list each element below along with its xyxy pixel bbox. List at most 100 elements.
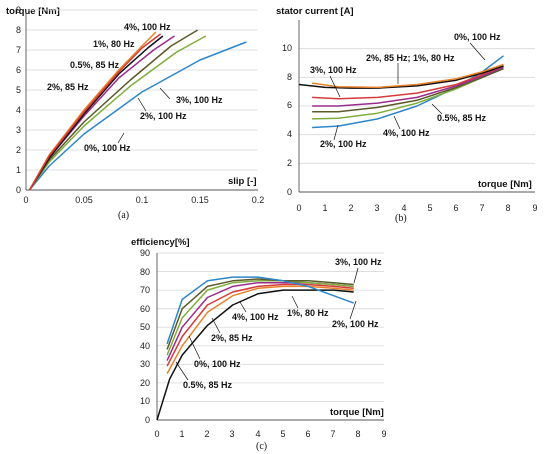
chart-a-annotation: 0.5%, 85 Hz bbox=[70, 60, 120, 70]
chart-c-annotation: 0%, 100 Hz bbox=[194, 359, 241, 369]
chart-c-series-line bbox=[166, 280, 354, 356]
chart-c-annotation: 2%, 85 Hz bbox=[211, 333, 253, 343]
chart-b-xlabel: torque [Nm] bbox=[478, 179, 532, 190]
chart-b-annotation: 2%, 100 Hz bbox=[320, 139, 367, 149]
chart-c-series-line bbox=[166, 283, 354, 367]
chart-a-xtick: 0.15 bbox=[191, 195, 209, 205]
chart-c-ytick: 60 bbox=[140, 304, 150, 314]
chart-b-xtick: 1 bbox=[322, 203, 327, 213]
chart-c-ytick: 70 bbox=[140, 285, 150, 295]
chart-a: torque [Nm] 0 1 2 3 4 5 6 7 8 9 0 0.05 0… bbox=[6, 5, 264, 221]
chart-a-annotation: 3%, 100 Hz bbox=[176, 95, 223, 105]
chart-c-xticks: 0 1 2 3 4 5 6 7 8 9 bbox=[154, 429, 386, 439]
chart-c-xtick: 2 bbox=[204, 429, 209, 439]
chart-a-ytick: 9 bbox=[16, 5, 21, 15]
chart-c-yticks: 0 10 20 30 40 50 60 70 80 90 bbox=[140, 248, 150, 425]
chart-b-ytick: 2 bbox=[287, 158, 292, 168]
chart-c-annotation: 2%, 100 Hz bbox=[332, 319, 379, 329]
chart-b-xtick: 4 bbox=[401, 203, 406, 213]
chart-c-xtick: 8 bbox=[355, 429, 360, 439]
chart-c-annotations: 3%, 100 Hz 4%, 100 Hz 1%, 80 Hz 2%, 100 … bbox=[175, 257, 382, 390]
chart-a-xtick: 0.05 bbox=[75, 195, 93, 205]
chart-b-xtick: 0 bbox=[296, 203, 301, 213]
chart-a-ytick: 5 bbox=[16, 85, 21, 95]
chart-b-yticks: 0 2 4 6 8 10 bbox=[282, 43, 292, 197]
chart-a-series-line bbox=[28, 35, 207, 191]
chart-c-ytick: 0 bbox=[145, 415, 150, 425]
chart-a-ytick: 8 bbox=[16, 25, 21, 35]
chart-c: efficiency[%] 0 10 20 30 40 50 60 70 80 … bbox=[131, 237, 387, 452]
chart-b-ytick: 4 bbox=[287, 129, 292, 139]
chart-c-xtick: 3 bbox=[229, 429, 234, 439]
chart-c-series-line bbox=[166, 276, 354, 345]
chart-b-ytick: 10 bbox=[282, 43, 292, 53]
chart-b-annotations: 0%, 100 Hz 2%, 85 Hz; 1%, 80 Hz 3%, 100 … bbox=[310, 32, 501, 149]
chart-b-xtick: 8 bbox=[505, 203, 510, 213]
chart-c-ytick: 20 bbox=[140, 378, 150, 388]
chart-c-xlabel: torque [Nm] bbox=[330, 407, 384, 418]
chart-c-series-line bbox=[166, 278, 354, 350]
chart-c-ytick: 50 bbox=[140, 322, 150, 332]
chart-c-series-line bbox=[166, 285, 354, 374]
chart-b-xtick: 9 bbox=[532, 203, 537, 213]
chart-b-series-line bbox=[312, 66, 504, 107]
chart-b-xtick: 7 bbox=[479, 203, 484, 213]
chart-a-ytick: 2 bbox=[16, 145, 21, 155]
chart-c-xtick: 9 bbox=[381, 429, 386, 439]
chart-c-annotation: 4%, 100 Hz bbox=[232, 312, 279, 322]
chart-a-ytick: 7 bbox=[16, 45, 21, 55]
chart-a-annotation: 0%, 100 Hz bbox=[84, 143, 131, 153]
chart-a-annotation: 2%, 85 Hz bbox=[47, 82, 89, 92]
chart-b-series-line bbox=[298, 65, 504, 89]
chart-b-ytick: 0 bbox=[287, 187, 292, 197]
chart-b-ytick: 8 bbox=[287, 72, 292, 82]
chart-c-ytick: 80 bbox=[140, 267, 150, 277]
chart-c-series-line bbox=[156, 289, 354, 421]
chart-a-xtick: 0.2 bbox=[252, 195, 265, 205]
chart-a-series-line bbox=[28, 33, 162, 191]
chart-b-caption: (b) bbox=[395, 213, 407, 224]
chart-b-xtick: 2 bbox=[348, 203, 353, 213]
chart-a-annotation: 1%, 80 Hz bbox=[93, 39, 135, 49]
chart-b-series bbox=[298, 55, 504, 129]
chart-a-xtick: 0 bbox=[23, 195, 28, 205]
chart-c-ytick: 90 bbox=[140, 248, 150, 258]
chart-b-xtick: 5 bbox=[427, 203, 432, 213]
chart-a-series-line bbox=[28, 29, 199, 191]
chart-c-caption: (c) bbox=[256, 441, 267, 452]
chart-c-ytick: 40 bbox=[140, 341, 150, 351]
chart-a-ytick: 3 bbox=[16, 125, 21, 135]
chart-b-series-line bbox=[311, 63, 504, 89]
chart-c-annotation: 1%, 80 Hz bbox=[287, 308, 329, 318]
chart-a-xticks: 0 0.05 0.1 0.15 0.2 bbox=[23, 195, 264, 205]
chart-b-ylabel: stator current [A] bbox=[276, 6, 354, 17]
chart-a-yticks: 0 1 2 3 4 5 6 7 8 9 bbox=[16, 5, 21, 195]
chart-b-annotation: 3%, 100 Hz bbox=[310, 65, 357, 75]
chart-c-ytick: 30 bbox=[140, 359, 150, 369]
chart-a-annotation: 2%, 100 Hz bbox=[140, 111, 187, 121]
chart-b-series-line bbox=[312, 68, 504, 113]
chart-a-annotation: 4%, 100 Hz bbox=[124, 22, 171, 32]
chart-a-series-line bbox=[28, 35, 164, 191]
chart-c-xtick: 4 bbox=[255, 429, 260, 439]
chart-b-xticks: 0 1 2 3 4 5 6 7 8 9 bbox=[296, 203, 537, 213]
chart-a-xlabel: slip [-] bbox=[228, 176, 257, 187]
chart-c-xtick: 0 bbox=[154, 429, 159, 439]
chart-b-annotation: 4%, 100 Hz bbox=[383, 128, 430, 138]
chart-c-ylabel: efficiency[%] bbox=[131, 237, 190, 248]
chart-c-ytick: 10 bbox=[140, 396, 150, 406]
chart-a-series-line bbox=[28, 41, 247, 191]
chart-c-annotation: 0.5%, 85 Hz bbox=[183, 380, 233, 390]
chart-c-series bbox=[156, 276, 354, 421]
chart-c-annotation: 3%, 100 Hz bbox=[335, 257, 382, 267]
chart-c-xtick: 1 bbox=[179, 429, 184, 439]
chart-b-series-line bbox=[312, 65, 504, 100]
chart-a-ytick: 4 bbox=[16, 105, 21, 115]
chart-c-xtick: 7 bbox=[330, 429, 335, 439]
chart-b: stator current [A] 0 2 4 6 8 10 0 1 2 3 … bbox=[276, 6, 538, 224]
chart-b-xtick: 3 bbox=[374, 203, 379, 213]
chart-a-xtick: 0.1 bbox=[136, 195, 149, 205]
chart-a-ytick: 0 bbox=[16, 185, 21, 195]
chart-c-xtick: 5 bbox=[280, 429, 285, 439]
